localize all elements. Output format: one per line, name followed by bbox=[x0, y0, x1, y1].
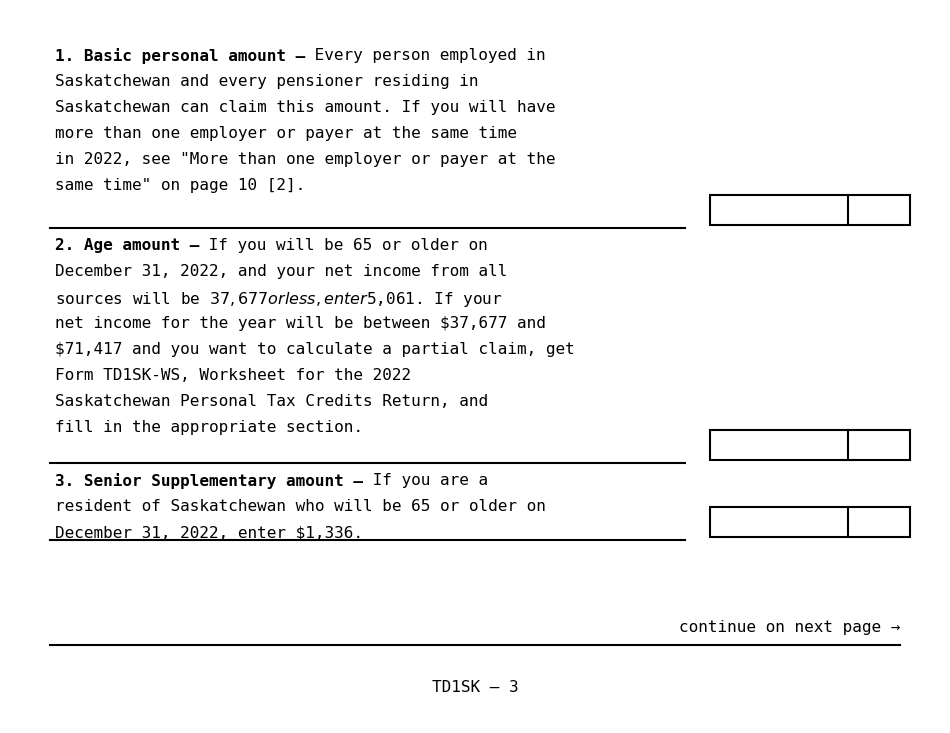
Text: resident of Saskatchewan who will be 65 or older on: resident of Saskatchewan who will be 65 … bbox=[55, 499, 546, 514]
Text: TD1SK – 3: TD1SK – 3 bbox=[431, 680, 519, 695]
Text: December 31, 2022, enter $1,336.: December 31, 2022, enter $1,336. bbox=[55, 525, 363, 540]
Text: continue on next page →: continue on next page → bbox=[678, 620, 900, 635]
Bar bbox=[710, 507, 910, 537]
Bar bbox=[710, 430, 910, 460]
Text: December 31, 2022, and your net income from all: December 31, 2022, and your net income f… bbox=[55, 264, 507, 279]
Text: Form TD1SK-WS, Worksheet for the 2022: Form TD1SK-WS, Worksheet for the 2022 bbox=[55, 368, 411, 383]
Text: 3. Senior Supplementary amount –: 3. Senior Supplementary amount – bbox=[55, 473, 363, 489]
Text: more than one employer or payer at the same time: more than one employer or payer at the s… bbox=[55, 126, 517, 141]
Text: 2. Age amount –: 2. Age amount – bbox=[55, 238, 200, 253]
Bar bbox=[710, 195, 910, 225]
Text: If you will be 65 or older on: If you will be 65 or older on bbox=[200, 238, 488, 253]
Text: Saskatchewan Personal Tax Credits Return, and: Saskatchewan Personal Tax Credits Return… bbox=[55, 394, 488, 409]
Text: 16,615: 16,615 bbox=[748, 201, 810, 219]
Text: fill in the appropriate section.: fill in the appropriate section. bbox=[55, 420, 363, 435]
Text: $71,417 and you want to calculate a partial claim, get: $71,417 and you want to calculate a part… bbox=[55, 342, 575, 357]
Text: sources will be $37,677 or less, enter $5,061. If your: sources will be $37,677 or less, enter $… bbox=[55, 290, 503, 309]
Text: Saskatchewan can claim this amount. If you will have: Saskatchewan can claim this amount. If y… bbox=[55, 100, 556, 115]
Text: Every person employed in: Every person employed in bbox=[305, 48, 546, 63]
Text: net income for the year will be between $37,677 and: net income for the year will be between … bbox=[55, 316, 546, 331]
Text: If you are a: If you are a bbox=[363, 473, 488, 488]
Text: 1. Basic personal amount –: 1. Basic personal amount – bbox=[55, 48, 305, 64]
Text: in 2022, see "More than one employer or payer at the: in 2022, see "More than one employer or … bbox=[55, 152, 556, 167]
Text: same time" on page 10 [2].: same time" on page 10 [2]. bbox=[55, 178, 305, 193]
Text: Saskatchewan and every pensioner residing in: Saskatchewan and every pensioner residin… bbox=[55, 74, 479, 89]
